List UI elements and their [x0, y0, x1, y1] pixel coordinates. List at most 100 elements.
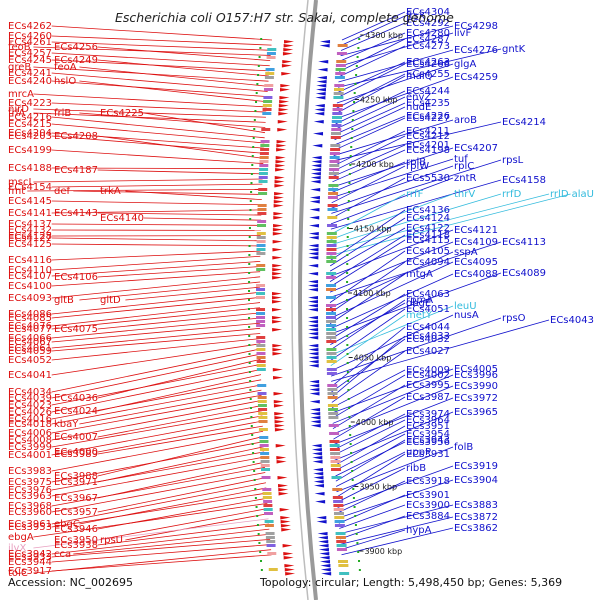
label-connector-left: [51, 466, 266, 507]
gene-label-left: ECs3946: [54, 524, 98, 535]
category-band: [332, 104, 343, 107]
gene-label-right: tuf: [454, 154, 468, 165]
green-tick-marks: [248, 38, 361, 571]
green-tick: [249, 380, 252, 382]
gene-label-right: ECs4118: [406, 230, 450, 241]
gene-label-left: ECs4023: [8, 400, 52, 411]
gene-label-right: ftsX: [406, 11, 425, 22]
forward-gene-mark: [273, 400, 284, 404]
category-band: [267, 48, 277, 51]
gene-label-right: rrfF: [406, 189, 424, 200]
reverse-gene-mark: [309, 200, 320, 204]
gene-label-left: ECs3961: [8, 519, 52, 530]
label-connector-left: [51, 200, 262, 206]
label-connector-left: [51, 135, 264, 154]
green-tick: [352, 110, 355, 112]
reverse-gene-mark: [308, 244, 319, 248]
reverse-gene-mark: [308, 280, 319, 284]
green-tick: [254, 488, 257, 490]
reverse-gene-mark: [308, 352, 319, 356]
gene-label-right: livF: [454, 28, 471, 39]
green-tick: [348, 407, 351, 409]
label-connector-right: [333, 117, 406, 151]
green-tick: [249, 218, 252, 220]
label-connector-left: [79, 281, 261, 301]
category-band: [336, 544, 347, 547]
label-connector-left: [125, 286, 261, 301]
gene-label-right: ECs4105: [406, 246, 450, 257]
label-connector-right: [333, 397, 454, 445]
green-tick: [347, 389, 350, 391]
label-connector-left: [51, 492, 267, 528]
category-band: [335, 64, 346, 67]
category-band: [263, 96, 273, 99]
reverse-gene-mark: [312, 456, 323, 460]
label-connector-right: [330, 314, 406, 366]
category-band: [329, 440, 340, 443]
label-connector-left: [51, 59, 270, 72]
category-band: [333, 512, 344, 515]
gene-label-left: ECs4128: [8, 231, 52, 242]
category-band: [337, 44, 348, 47]
gene-label-right: ECs4226: [406, 111, 450, 122]
category-band: [327, 392, 338, 395]
gene-label-right: ECs4255: [406, 69, 450, 80]
green-tick: [248, 227, 251, 229]
label-connector-right: [329, 241, 502, 298]
gene-label-left: ECs3971: [54, 477, 98, 488]
reverse-gene-mark: [313, 472, 324, 476]
label-connector-right: [338, 494, 406, 524]
gene-label-right: ECs4124: [406, 213, 450, 224]
label-connector-left: [51, 116, 265, 139]
green-tick: [251, 155, 254, 157]
reverse-gene-mark: [314, 104, 325, 108]
forward-gene-mark: [272, 276, 283, 280]
category-band: [261, 468, 271, 471]
forward-gene-mark: [276, 456, 287, 460]
label-connector-left: [33, 108, 266, 118]
reverse-gene-mark: [308, 316, 319, 320]
green-tick: [249, 209, 252, 211]
category-band: [257, 400, 267, 403]
forward-gene-mark: [283, 44, 294, 48]
category-band: [334, 84, 345, 87]
label-connector-right: [329, 273, 406, 324]
gene-label-right: envZ: [406, 92, 431, 103]
category-band: [332, 488, 343, 491]
label-connector-left: [51, 80, 268, 98]
forward-gene-mark: [272, 232, 283, 236]
label-connector-left: [97, 358, 261, 399]
gene-label-right: rplC: [454, 161, 474, 172]
category-band: [326, 240, 337, 243]
forward-gene-mark: [272, 352, 283, 356]
functional-category-track: [256, 44, 350, 575]
category-band: [326, 272, 337, 275]
label-connector-left: [51, 260, 261, 277]
category-band: [260, 452, 270, 455]
green-tick: [346, 227, 349, 229]
category-band: [259, 160, 269, 163]
forward-gene-mark: [272, 268, 283, 272]
label-connector-left: [51, 528, 270, 555]
forward-gene-mark: [282, 52, 293, 56]
reverse-gene-mark: [314, 112, 325, 116]
green-tick: [348, 416, 351, 418]
reverse-gene-mark: [316, 76, 327, 80]
green-tick: [348, 425, 351, 427]
green-tick: [358, 38, 361, 40]
gene-label-right: rplW: [406, 161, 429, 172]
green-tick: [248, 326, 251, 328]
category-band: [268, 568, 278, 571]
label-connector-right: [332, 374, 406, 419]
reverse-gene-mark: [312, 460, 323, 464]
green-tick: [346, 344, 349, 346]
forward-gene-mark: [274, 420, 285, 424]
category-band: [262, 104, 272, 107]
forward-gene-mark: [278, 104, 289, 108]
gene-label-left: ECs4141: [8, 208, 52, 219]
gene-label-left: ECs3944: [8, 557, 52, 568]
category-band: [266, 544, 276, 547]
label-connector-left: [97, 169, 263, 175]
gene-label-right: ECs4244: [406, 86, 450, 97]
reverse-gene-mark: [313, 468, 324, 472]
